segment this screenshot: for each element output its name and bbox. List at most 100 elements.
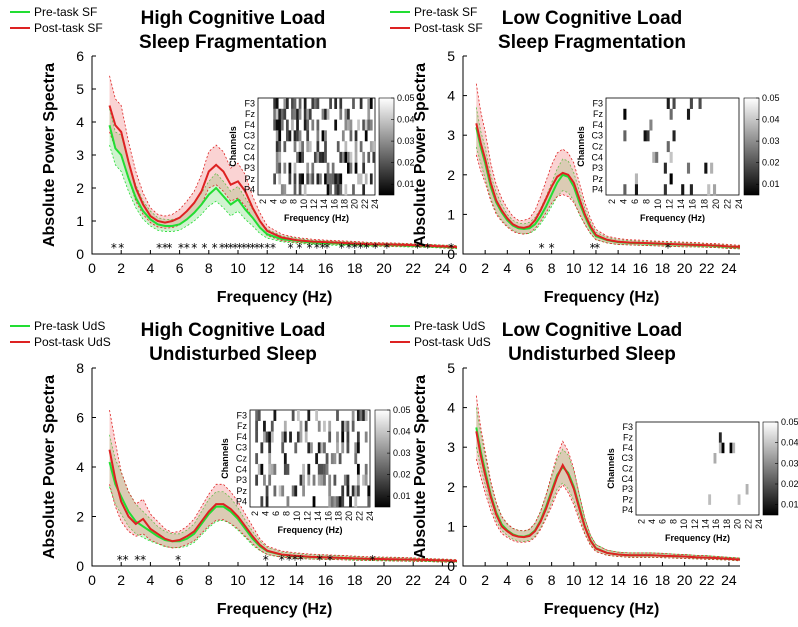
heatmap-cell [301,141,304,153]
colorbar-tick-label: 0.02 [762,158,780,168]
heatmap-cell [359,98,363,109]
colorbar-tick-label: 0.05 [781,417,798,427]
heatmap-cell [339,151,343,163]
chart-subtitle: Sleep Fragmentation [498,32,686,53]
heatmap-cell [346,485,350,497]
channel-label: F4 [244,120,255,130]
inset-x-tick-label: 14 [676,199,686,209]
colorbar-tick-label: 0.02 [781,479,798,489]
y-tick-label: 4 [447,400,455,416]
heatmap-cell [339,173,343,185]
heatmap-cell [364,474,368,486]
heatmap-cell [307,474,311,486]
heatmap-cell [364,410,368,421]
y-tick-label: 8 [76,360,84,376]
heatmap-cell [320,442,324,454]
inset-x-tick-label: 16 [323,511,333,521]
significance-star: * [363,241,369,255]
heatmap-cell [344,108,348,120]
inset-y-label: Channels [220,438,230,479]
heatmap-cell [281,431,285,443]
series-line-1 [475,123,741,248]
inset-y-label: Channels [576,126,586,167]
heatmap-cell [655,151,659,163]
heatmap-cell [308,108,312,120]
heatmap-cell [317,442,321,454]
heatmap-cell [364,173,368,185]
heatmap-cell [341,442,345,454]
legend-label: Pre-task UdS [414,319,485,333]
legend-label: Pre-task SF [414,5,477,19]
heatmap-cell [275,151,279,163]
y-axis-label: Absolute Power Spectra [41,375,58,559]
x-tick-label: 20 [677,572,693,588]
heatmap-cell [316,141,320,153]
inset-x-tick-label: 20 [350,199,360,209]
heatmap-cell [349,151,353,163]
inset-x-tick-label: 20 [344,511,354,521]
heatmap-cell [278,141,282,153]
inset-x-tick-label: 16 [711,519,721,529]
heatmap-cell [275,98,279,109]
heatmap-cell [721,442,725,454]
heatmap-cell [298,141,302,153]
heatmap-cell [369,173,373,185]
ci-upper-0 [109,434,458,561]
heatmap-cell [325,453,329,465]
significance-star: * [324,241,330,255]
heatmap-cell [317,420,321,432]
heatmap-cell [306,141,310,153]
ci-lower-0 [109,486,458,563]
heatmap-cell [364,463,368,475]
colorbar-tick-label: 0.01 [762,179,780,189]
heatmap-cell [669,151,673,163]
significance-star: * [223,241,229,255]
inset-x-label: Frequency (Hz) [284,213,349,223]
ci-lower-0 [475,146,741,250]
heatmap-cell [712,184,717,196]
heatmap-cell [296,108,299,120]
heatmap-cell [273,173,277,185]
heatmap-cell [255,420,259,432]
heatmap-cell [311,162,315,174]
heatmap-cell [333,453,337,465]
significance-star: * [232,241,238,255]
heatmap-cell [354,496,358,508]
significance-star: * [140,553,146,567]
heatmap-cell [265,431,269,443]
inset-x-tick-label: 10 [653,199,663,209]
heatmap-cell [280,184,284,196]
heatmap-cell [362,119,366,131]
ci-band-0 [476,407,740,561]
x-tick-label: 6 [526,572,534,588]
channel-label: F3 [592,98,603,108]
inset-x-tick-label: 22 [355,511,365,521]
heatmap-cell [344,151,348,163]
heatmap-cell [298,98,302,109]
channel-label: P4 [236,497,247,507]
channel-label: C4 [591,152,603,162]
significance-star: * [264,241,270,255]
significance-star: * [184,241,190,255]
inset-x-tick-label: 24 [365,511,375,521]
heatmap-cell [346,442,350,454]
heatmap-cell [646,130,650,142]
x-tick-label: 4 [503,572,511,588]
channel-label: C4 [621,474,633,484]
heatmap-cell [260,442,264,454]
significance-star: * [358,241,364,255]
channel-label: Cz [622,464,633,474]
chart-title: High Cognitive Load [141,8,326,29]
x-tick-label: 24 [721,572,737,588]
x-tick-label: 16 [318,260,334,276]
heatmap-cell [298,108,302,120]
heatmap-cell [346,420,350,432]
heatmap-cell [296,151,299,163]
inset-x-tick-label: 14 [701,519,711,529]
heatmap-cell [270,431,274,443]
heatmap-cell [352,98,355,109]
colorbar [743,97,760,196]
heatmap-cell [351,410,355,421]
x-tick-label: 10 [230,260,246,276]
